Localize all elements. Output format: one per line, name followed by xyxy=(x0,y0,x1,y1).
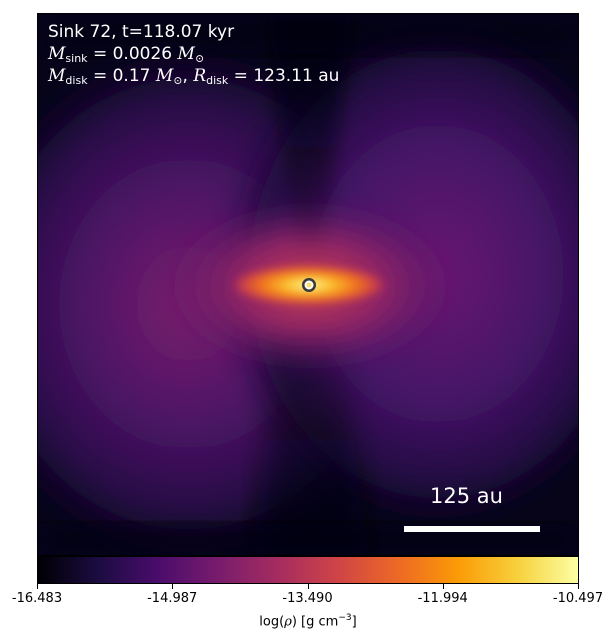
colorbar-tick-label: -10.497 xyxy=(552,591,604,606)
sink-marker xyxy=(302,278,316,292)
colorbar xyxy=(37,556,579,584)
colorbar-tick-label: -16.483 xyxy=(11,591,63,606)
colorbar-tick xyxy=(307,584,309,589)
colorbar-tick xyxy=(578,584,579,589)
colorbar-tick xyxy=(442,584,444,589)
scale-bar-label: 125 au xyxy=(430,484,503,508)
scale-bar xyxy=(404,526,540,532)
colorbar-tick-label: -13.490 xyxy=(282,591,333,606)
colorbar-tick-label: -11.994 xyxy=(417,591,468,606)
disk-info-line: Mdisk = 0.17 M⊙, Rdisk = 123.11 au xyxy=(48,66,340,87)
density-map-image xyxy=(38,14,578,555)
colorbar-tick-label: -14.987 xyxy=(147,591,198,606)
density-map: Sink 72, t=118.07 kyr Msink = 0.0026 M⊙ … xyxy=(37,13,579,556)
sink-mass-line: Msink = 0.0026 M⊙ xyxy=(48,44,205,65)
colorbar-tick xyxy=(172,584,174,589)
colorbar-label: log(ρ) [g cm−3] xyxy=(259,613,357,630)
colorbar-tick xyxy=(37,584,38,589)
sink-info-line: Sink 72, t=118.07 kyr xyxy=(48,22,235,42)
